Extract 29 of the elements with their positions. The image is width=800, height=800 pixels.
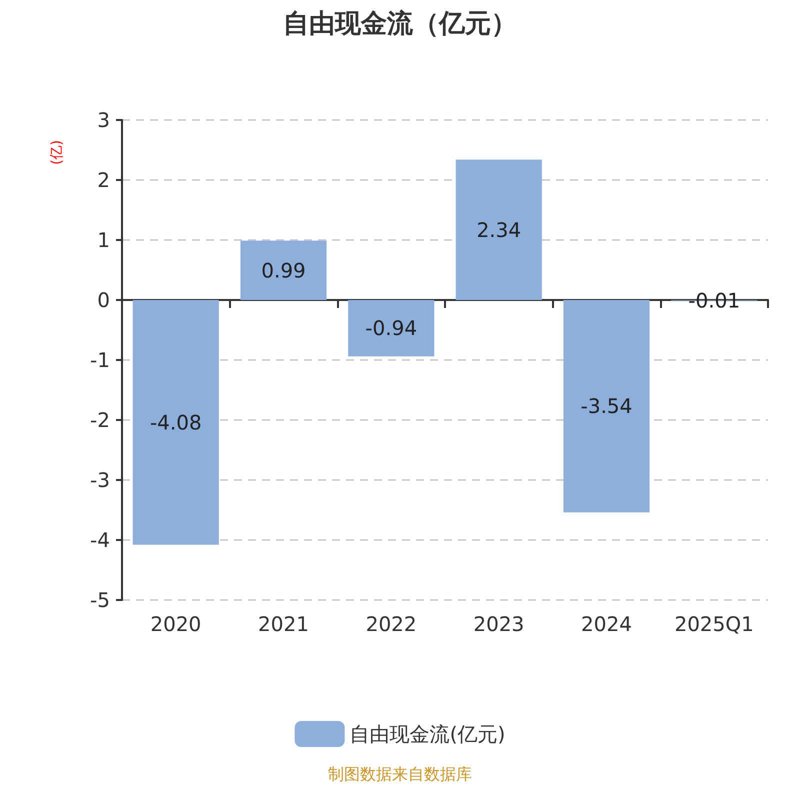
bar: [456, 160, 542, 300]
data-label: 0.99: [261, 258, 306, 282]
x-tick-label: 2024: [581, 612, 632, 636]
y-tick-label: -2: [90, 408, 110, 432]
x-tick-label: 2020: [150, 612, 202, 636]
y-tick-label: -3: [90, 468, 110, 492]
x-tick-label: 2025Q1: [674, 612, 754, 636]
data-label: -3.54: [580, 394, 632, 418]
y-tick-label: -5: [90, 588, 110, 612]
y-tick-label: 0: [97, 288, 110, 312]
y-tick-label: 1: [97, 228, 110, 252]
bar: [563, 300, 650, 512]
bar: [132, 300, 219, 545]
x-tick-label: 2022: [366, 612, 417, 636]
text: 制图数据来自数据库: [328, 764, 472, 784]
bar: [348, 300, 434, 356]
bar: [240, 240, 327, 300]
y-tick-label: -1: [90, 348, 110, 372]
chart-title: 自由现金流（亿元）: [283, 9, 517, 39]
legend-label: 自由现金流(亿元): [350, 722, 506, 746]
x-tick-label: 2021: [258, 612, 309, 636]
data-label: 2.34: [476, 218, 522, 242]
data-label: -0.94: [365, 316, 418, 340]
y-tick-label: 2: [97, 168, 110, 192]
y-tick-label: 3: [97, 108, 110, 132]
y-axis-title: (亿): [49, 140, 65, 165]
y-tick-label: -4: [90, 528, 110, 552]
data-label: -4.08: [150, 410, 202, 434]
x-tick-label: 2023: [473, 612, 524, 636]
